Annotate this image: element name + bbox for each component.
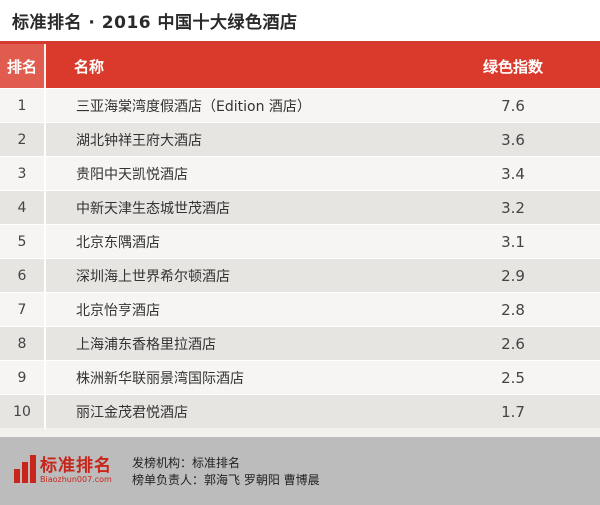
row-name: 北京怡亨酒店 [76, 302, 160, 319]
row-score: 3.4 [501, 164, 525, 183]
table-header: 排名 名称 绿色指数 [0, 44, 600, 88]
table-row: 7 北京怡亨酒店 2.8 [0, 292, 600, 327]
row-score: 2.5 [501, 368, 525, 387]
row-score: 2.6 [501, 334, 525, 353]
row-name: 湖北钟祥王府大酒店 [76, 132, 202, 149]
row-name: 中新天津生态城世茂酒店 [76, 200, 230, 217]
row-name: 深圳海上世界希尔顿酒店 [76, 268, 230, 285]
footer: 标准排名 Biaozhun007.com 发榜机构：标准排名 榜单负责人：郭海飞… [0, 437, 600, 505]
row-rank: 10 [0, 394, 46, 429]
logo-text: 标准排名 [40, 456, 112, 476]
row-score: 3.6 [501, 130, 525, 149]
table-row: 9 株洲新华联丽景湾国际酒店 2.5 [0, 360, 600, 395]
row-rank: 1 [0, 88, 46, 123]
publisher-line: 发榜机构：标准排名 [132, 456, 241, 470]
logo-url: Biaozhun007.com [40, 475, 112, 484]
row-name: 三亚海棠湾度假酒店（Edition 酒店） [76, 98, 311, 115]
row-name: 株洲新华联丽景湾国际酒店 [76, 370, 244, 387]
row-score: 3.1 [501, 232, 525, 251]
row-name: 贵阳中天凯悦酒店 [76, 166, 188, 183]
row-rank: 7 [0, 292, 46, 327]
row-name: 丽江金茂君悦酒店 [76, 404, 188, 421]
row-score: 2.8 [501, 300, 525, 319]
row-score: 2.9 [501, 266, 525, 285]
title-bar: 标准排名 · 2016 中国十大绿色酒店 [0, 0, 600, 44]
ranking-table: 排名 名称 绿色指数 1 三亚海棠湾度假酒店（Edition 酒店） 7.6 2… [0, 44, 600, 429]
row-name: 上海浦东香格里拉酒店 [76, 336, 216, 353]
row-rank: 8 [0, 326, 46, 361]
table-row: 5 北京东隅酒店 3.1 [0, 224, 600, 259]
header-rank: 排名 [0, 44, 46, 88]
bar-chart-logo-icon [14, 455, 36, 483]
row-score: 3.2 [501, 198, 525, 217]
brand-logo: 标准排名 Biaozhun007.com [12, 449, 112, 493]
page-title: 标准排名 · 2016 中国十大绿色酒店 [12, 13, 298, 33]
editors-line: 榜单负责人：郭海飞 罗朝阳 曹博晨 [132, 473, 320, 487]
table-row: 8 上海浦东香格里拉酒店 2.6 [0, 326, 600, 361]
header-score: 绿色指数 [482, 57, 543, 76]
table-row: 6 深圳海上世界希尔顿酒店 2.9 [0, 258, 600, 293]
row-name: 北京东隅酒店 [76, 234, 160, 251]
table-row: 1 三亚海棠湾度假酒店（Edition 酒店） 7.6 [0, 88, 600, 123]
table-row: 2 湖北钟祥王府大酒店 3.6 [0, 122, 600, 157]
row-rank: 9 [0, 360, 46, 395]
row-score: 1.7 [501, 402, 525, 421]
header-name: 名称 [74, 57, 105, 76]
row-rank: 6 [0, 258, 46, 293]
table-row: 4 中新天津生态城世茂酒店 3.2 [0, 190, 600, 225]
footer-info: 发榜机构：标准排名 榜单负责人：郭海飞 罗朝阳 曹博晨 [132, 455, 320, 489]
row-rank: 5 [0, 224, 46, 259]
table-row: 3 贵阳中天凯悦酒店 3.4 [0, 156, 600, 191]
row-rank: 4 [0, 190, 46, 225]
row-rank: 3 [0, 156, 46, 191]
row-score: 7.6 [501, 96, 525, 115]
row-rank: 2 [0, 122, 46, 157]
table-row: 10 丽江金茂君悦酒店 1.7 [0, 394, 600, 429]
